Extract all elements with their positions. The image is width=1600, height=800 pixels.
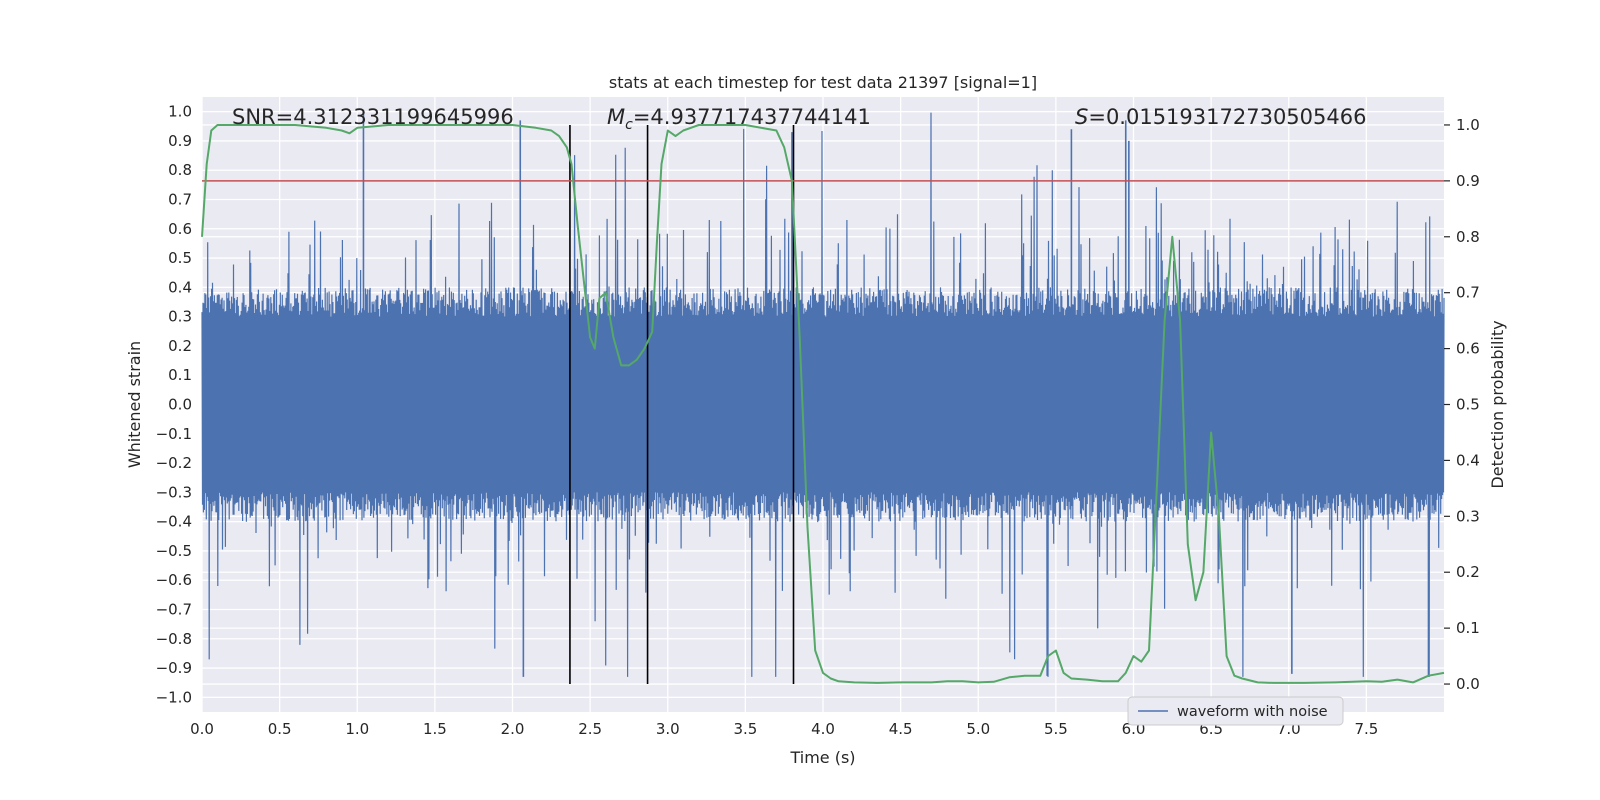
x-axis-label: Time (s) xyxy=(789,748,855,767)
x-tick-label: 4.0 xyxy=(811,720,835,738)
left-tick-label: 0.9 xyxy=(168,132,192,150)
left-tick-label: −1.0 xyxy=(156,688,192,706)
s-value: =0.015193172730505466 xyxy=(1088,105,1366,129)
legend-box xyxy=(1127,696,1344,726)
left-tick-label: −0.6 xyxy=(156,571,192,589)
left-tick-label: −0.3 xyxy=(156,483,192,501)
mc-symbol: M xyxy=(607,105,625,129)
s-symbol: S xyxy=(1075,105,1088,129)
mc-value: =4.937717437744141 xyxy=(633,105,871,129)
right-axis-label: Detection probability xyxy=(1488,320,1507,488)
right-tick-label: 0.5 xyxy=(1456,396,1480,414)
x-tick-label: 7.5 xyxy=(1354,720,1378,738)
x-tick-label: 3.0 xyxy=(656,720,680,738)
left-tick-label: 0.6 xyxy=(168,220,192,238)
right-tick-label: 1.0 xyxy=(1456,116,1480,134)
x-tick-label: 2.0 xyxy=(501,720,525,738)
left-tick-label: 0.7 xyxy=(168,191,192,209)
left-tick-label: −0.5 xyxy=(156,542,192,560)
x-tick-label: 2.5 xyxy=(578,720,602,738)
right-tick-label: 0.4 xyxy=(1456,451,1480,469)
right-tick-label: 0.0 xyxy=(1456,675,1480,693)
mc-annotation: Mc=4.937717437744141 xyxy=(607,105,871,133)
left-tick-label: 0.4 xyxy=(168,278,192,296)
x-tick-label: 1.0 xyxy=(345,720,369,738)
left-tick-label: −0.2 xyxy=(156,454,192,472)
x-tick-label: 5.5 xyxy=(1044,720,1068,738)
right-tick-label: 0.1 xyxy=(1456,619,1480,637)
left-tick-label: 0.0 xyxy=(168,396,192,414)
left-axis-label: Whitened strain xyxy=(125,341,144,468)
left-tick-label: 0.3 xyxy=(168,308,192,326)
x-tick-label: 1.5 xyxy=(423,720,447,738)
left-tick-label: 0.8 xyxy=(168,161,192,179)
x-tick-label: 5.0 xyxy=(966,720,990,738)
left-tick-label: −0.4 xyxy=(156,513,192,531)
right-tick-label: 0.8 xyxy=(1456,228,1480,246)
right-tick-label: 0.3 xyxy=(1456,507,1480,525)
x-tick-label: 3.5 xyxy=(733,720,757,738)
s-annotation: S=0.015193172730505466 xyxy=(1075,105,1366,129)
left-tick-label: −0.7 xyxy=(156,601,192,619)
x-tick-label: 0.0 xyxy=(190,720,214,738)
x-tick-label: 0.5 xyxy=(268,720,292,738)
left-tick-label: 0.5 xyxy=(168,249,192,267)
snr-annotation: SNR=4.312331199645996 xyxy=(232,105,514,129)
left-tick-label: 0.2 xyxy=(168,337,192,355)
left-tick-label: 0.1 xyxy=(168,366,192,384)
right-tick-label: 0.6 xyxy=(1456,340,1480,358)
x-tick-label: 4.5 xyxy=(889,720,913,738)
mc-subscript: c xyxy=(625,117,633,133)
right-tick-label: 0.2 xyxy=(1456,563,1480,581)
left-tick-label: −0.9 xyxy=(156,659,192,677)
right-tick-label: 0.7 xyxy=(1456,284,1480,302)
probability-line xyxy=(201,124,1445,684)
left-tick-label: 1.0 xyxy=(168,103,192,121)
legend-label: waveform with noise xyxy=(1177,704,1328,720)
chart-title: stats at each timestep for test data 213… xyxy=(609,73,1037,92)
left-tick-label: −0.1 xyxy=(156,425,192,443)
right-tick-label: 0.9 xyxy=(1456,172,1480,190)
left-tick-label: −0.8 xyxy=(156,630,192,648)
waveform-line xyxy=(201,112,1445,677)
